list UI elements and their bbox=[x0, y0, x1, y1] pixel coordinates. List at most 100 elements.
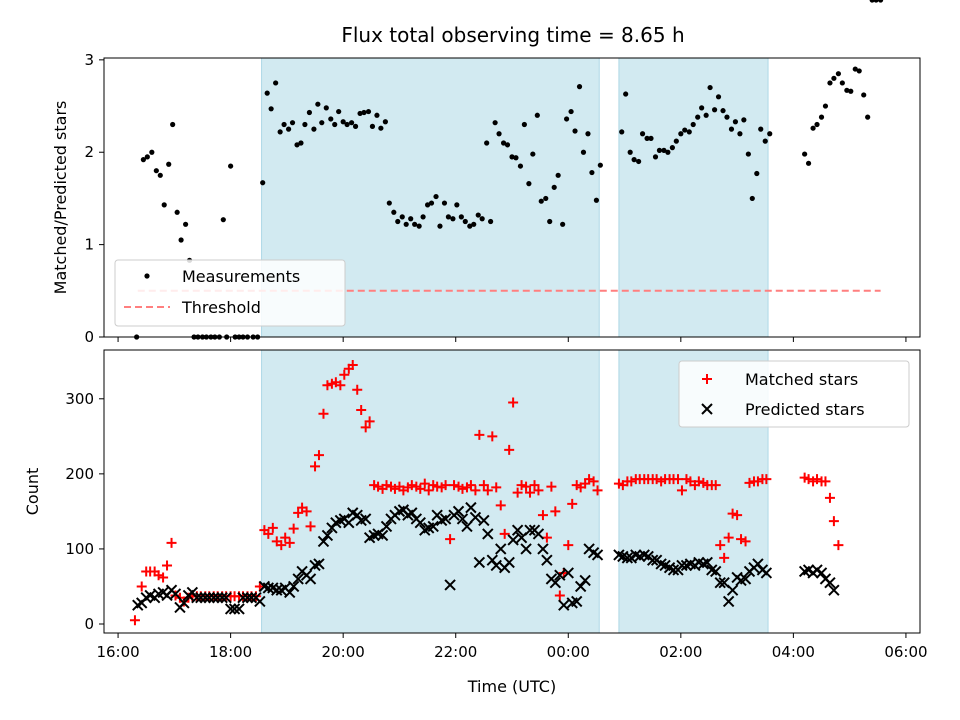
predicted-star-point bbox=[380, 520, 393, 533]
measurement-point bbox=[323, 105, 329, 111]
matched-star-point bbox=[347, 360, 358, 371]
matched-star-point bbox=[673, 474, 684, 485]
predicted-star-point bbox=[621, 552, 634, 564]
measurement-point bbox=[361, 109, 367, 116]
measurement-point bbox=[563, 116, 570, 122]
predicted-star-point bbox=[228, 603, 241, 615]
measurement-point bbox=[728, 126, 735, 132]
x-tick-label: 04:00 bbox=[772, 643, 815, 661]
measurement-point bbox=[302, 121, 308, 128]
measurement-point bbox=[311, 126, 317, 132]
measurement-point bbox=[639, 131, 646, 137]
matched-star-point bbox=[465, 480, 476, 491]
chart-title: Flux total observing time = 8.65 h bbox=[341, 23, 684, 47]
predicted-star-point bbox=[828, 584, 840, 596]
measurement-point bbox=[424, 202, 431, 208]
ratio-legend-box bbox=[114, 259, 346, 327]
ratio-y-tick-label: 3 bbox=[84, 51, 94, 69]
predicted-star-point bbox=[571, 595, 583, 608]
matched-star-point bbox=[423, 485, 434, 496]
measurement-point bbox=[835, 71, 842, 77]
matched-star-point bbox=[389, 483, 400, 494]
measurement-point bbox=[627, 149, 633, 155]
measurement-point bbox=[526, 181, 532, 187]
matched-star-point bbox=[158, 572, 169, 583]
predicted-star-point bbox=[359, 513, 372, 525]
predicted-star-point bbox=[271, 584, 283, 596]
matched-star-point bbox=[744, 477, 755, 488]
measurement-point bbox=[818, 114, 825, 120]
measurement-point bbox=[328, 116, 334, 122]
predicted-star-point bbox=[503, 556, 515, 569]
matched-star-point bbox=[487, 431, 498, 442]
matched-star-point bbox=[803, 474, 814, 485]
ratio-legend: Measurements Threshold bbox=[114, 259, 346, 327]
measurement-point bbox=[589, 169, 595, 176]
matched-star-point bbox=[567, 498, 578, 509]
measurement-point bbox=[408, 216, 414, 222]
predicted-star-point bbox=[199, 592, 212, 604]
matched-star-point bbox=[313, 450, 324, 461]
legend-threshold-label: Threshold bbox=[181, 298, 261, 317]
measurement-point bbox=[369, 123, 376, 129]
matched-star-point bbox=[293, 507, 304, 518]
matched-star-point bbox=[153, 570, 164, 581]
measurement-point bbox=[873, 0, 879, 3]
predicted-star-point bbox=[178, 597, 190, 609]
measurement-point bbox=[619, 129, 625, 135]
predicted-star-point bbox=[245, 592, 258, 604]
matched-star-point bbox=[693, 476, 704, 487]
matched-star-point bbox=[521, 481, 532, 492]
matched-star-point bbox=[491, 482, 502, 493]
measurement-point bbox=[420, 214, 426, 220]
measurement-point bbox=[802, 151, 808, 157]
matched-star-point bbox=[512, 487, 523, 498]
measurement-point bbox=[856, 68, 862, 74]
measurement-point bbox=[395, 218, 401, 225]
matched-star-point bbox=[761, 474, 772, 485]
measurement-point bbox=[433, 193, 439, 200]
predicted-star-point bbox=[195, 592, 207, 604]
measurement-point bbox=[686, 129, 692, 135]
matched-star-point bbox=[445, 534, 456, 545]
measurement-point bbox=[848, 88, 854, 94]
predicted-star-point bbox=[495, 543, 507, 555]
measurement-point bbox=[374, 112, 380, 118]
matched-star-point bbox=[360, 422, 371, 433]
predicted-star-point bbox=[169, 588, 182, 600]
measurement-point bbox=[585, 131, 591, 137]
matched-star-point bbox=[651, 474, 662, 485]
measurement-point bbox=[294, 142, 300, 148]
measurement-point bbox=[580, 149, 587, 155]
predicted-star-point bbox=[739, 573, 752, 585]
predicted-star-point bbox=[646, 554, 659, 566]
measurement-point bbox=[538, 198, 544, 204]
predicted-star-point bbox=[452, 505, 465, 518]
measurement-point bbox=[462, 218, 468, 225]
x-tick-label: 18:00 bbox=[209, 643, 252, 661]
measurement-point bbox=[174, 209, 180, 215]
measurement-point bbox=[711, 107, 718, 113]
count-y-tick-label: 0 bbox=[84, 615, 94, 633]
matched-star-point bbox=[710, 480, 721, 491]
matched-star-point bbox=[352, 384, 363, 395]
measurement-point bbox=[724, 114, 730, 120]
predicted-star-point bbox=[511, 524, 524, 536]
measurement-point bbox=[504, 142, 511, 148]
matched-star-point bbox=[546, 481, 557, 492]
ratio-y-tick-label: 1 bbox=[84, 236, 94, 254]
predicted-star-point bbox=[313, 558, 325, 570]
measurement-point bbox=[844, 87, 850, 93]
predicted-star-point bbox=[191, 592, 203, 604]
measurement-point bbox=[170, 121, 176, 128]
measurement-point bbox=[695, 114, 701, 120]
measurement-point bbox=[484, 140, 490, 146]
measurement-point bbox=[631, 157, 637, 163]
predicted-star-point bbox=[701, 556, 713, 569]
measurement-point bbox=[878, 0, 884, 3]
matched-star-point bbox=[276, 540, 287, 551]
measurement-point bbox=[450, 216, 456, 222]
measurement-point bbox=[827, 80, 833, 86]
predicted-star-point bbox=[427, 520, 439, 533]
measurement-point bbox=[277, 129, 283, 135]
